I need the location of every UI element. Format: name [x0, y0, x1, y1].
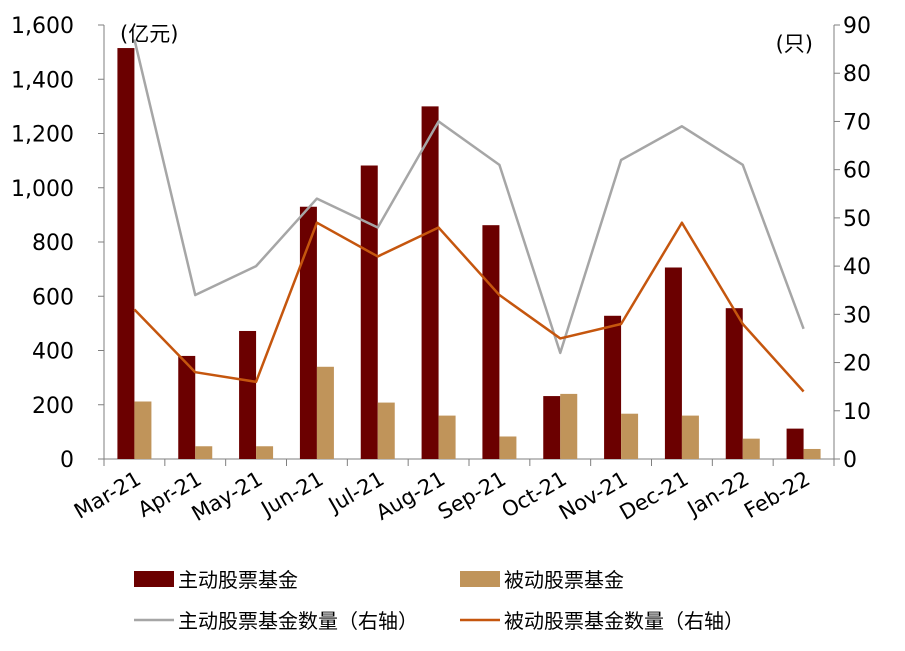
bar-passive	[256, 446, 274, 459]
bar-active	[299, 206, 317, 459]
right-tick-label: 70	[843, 110, 871, 135]
bar-passive	[134, 401, 152, 459]
x-tick-label: Feb-22	[740, 467, 814, 524]
left-tick-label: 200	[32, 394, 74, 419]
bar-passive	[195, 446, 213, 459]
right-tick-label: 50	[843, 207, 871, 232]
bar-passive	[560, 393, 578, 459]
right-tick-label: 20	[843, 352, 871, 377]
right-tick-label: 90	[843, 14, 871, 39]
lines	[133, 39, 805, 393]
bar-passive	[803, 448, 821, 459]
legend-swatch	[134, 571, 174, 587]
left-tick-label: 600	[32, 285, 74, 310]
bar-active	[482, 225, 500, 459]
line-passive-count	[133, 221, 805, 393]
left-tick-label: 1,400	[11, 68, 74, 93]
left-axis-unit: (亿元)	[120, 22, 178, 46]
bar-active	[543, 396, 561, 459]
right-axis-unit: (只)	[776, 32, 813, 56]
x-tick-label: Jun-21	[256, 467, 328, 522]
bar-passive	[621, 413, 639, 459]
x-tick-label: Mar-21	[70, 467, 145, 524]
right-tick-label: 10	[843, 400, 871, 425]
bar-active	[786, 428, 804, 459]
bar-passive	[742, 438, 760, 459]
legend-label: 主动股票基金	[178, 568, 298, 592]
bar-active	[360, 165, 378, 459]
left-tick-label: 1,000	[11, 177, 74, 202]
x-tick-label: Jan-22	[682, 467, 753, 522]
bar-passive	[499, 436, 517, 459]
left-tick-label: 800	[32, 231, 74, 256]
bar-active	[117, 48, 135, 460]
left-tick-label: 0	[60, 448, 74, 473]
bar-active	[239, 330, 257, 459]
right-tick-label: 40	[843, 255, 871, 280]
bar-active	[604, 315, 622, 459]
legend-label: 被动股票基金	[504, 568, 624, 592]
right-tick-label: 80	[843, 62, 871, 87]
x-tick-label: Nov-21	[555, 467, 632, 525]
bars	[117, 48, 821, 460]
legend-swatch	[460, 571, 500, 587]
left-tick-label: 1,200	[11, 123, 74, 148]
left-tick-label: 1,600	[11, 14, 74, 39]
x-tick-label: May-21	[188, 467, 267, 526]
bar-active	[725, 308, 743, 459]
x-tick-label: Dec-21	[616, 467, 693, 525]
legend-label: 被动股票基金数量（右轴）	[504, 609, 744, 633]
bar-active	[421, 106, 439, 459]
bar-active	[178, 355, 196, 459]
legend-label: 主动股票基金数量（右轴）	[178, 609, 418, 633]
x-tick-label: Sep-21	[434, 467, 510, 525]
right-tick-label: 60	[843, 159, 871, 184]
left-tick-label: 400	[32, 340, 74, 365]
bar-active	[664, 267, 682, 459]
x-tick-label: Aug-21	[372, 467, 449, 525]
right-tick-label: 30	[843, 303, 871, 328]
right-tick-label: 0	[843, 448, 857, 473]
bar-passive	[681, 415, 699, 459]
bar-passive	[438, 415, 456, 459]
line-active-count	[133, 39, 805, 355]
bar-passive	[316, 366, 334, 459]
bar-passive	[377, 402, 395, 459]
